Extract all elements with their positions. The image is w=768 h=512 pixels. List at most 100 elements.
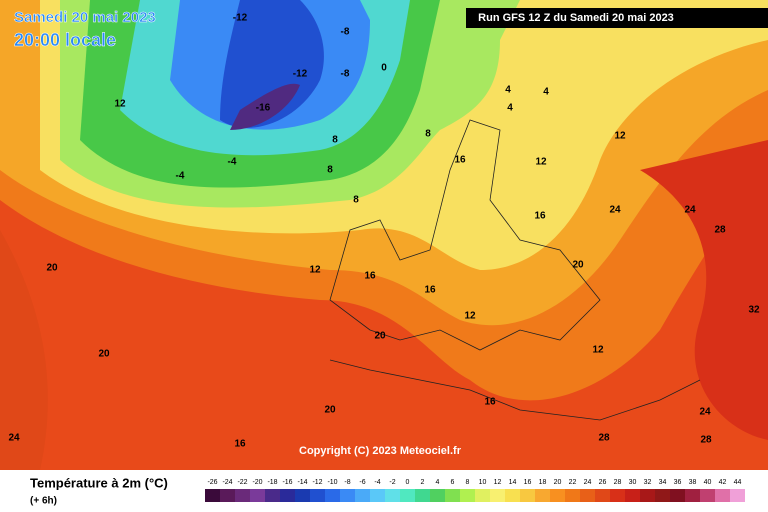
isotherm-label: -16 <box>256 103 271 114</box>
legend-tick-label: 10 <box>479 479 487 486</box>
isotherm-label: -8 <box>341 69 350 80</box>
legend-swatch <box>205 489 220 502</box>
isotherm-label: 8 <box>425 129 431 140</box>
legend-swatch <box>565 489 580 502</box>
legend-swatch <box>340 489 355 502</box>
isotherm-label: 16 <box>234 439 246 450</box>
isotherm-label: 4 <box>505 85 511 96</box>
legend-swatch <box>640 489 655 502</box>
isotherm-label: 12 <box>114 99 126 110</box>
legend-swatch <box>550 489 565 502</box>
legend-tick-label: -16 <box>282 479 292 486</box>
footer-title: Température à 2m (°C) <box>30 475 168 490</box>
legend-swatch <box>610 489 625 502</box>
isotherm-label: 32 <box>748 305 760 316</box>
legend-swatch <box>430 489 445 502</box>
isotherm-label: 4 <box>507 103 513 114</box>
isotherm-label: 0 <box>381 63 387 74</box>
isotherm-label: 24 <box>609 205 621 216</box>
isotherm-label: 16 <box>534 211 546 222</box>
isotherm-label: -4 <box>228 157 237 168</box>
isotherm-label: 28 <box>714 225 726 236</box>
region-hot <box>640 140 768 440</box>
legend-tick-label: 40 <box>704 479 712 486</box>
isotherm-label: 24 <box>8 433 20 444</box>
legend-tick-label: 0 <box>406 479 410 486</box>
legend-tick-label: -20 <box>252 479 262 486</box>
coastline <box>329 119 601 351</box>
legend-swatch <box>250 489 265 502</box>
date: Samedi 20 mai 2023 <box>14 9 156 26</box>
forecast-step: (+ 6h) <box>30 496 57 507</box>
region-west-hot <box>0 230 48 470</box>
isotherm-label: 16 <box>424 285 436 296</box>
legend-tick-label: 42 <box>719 479 727 486</box>
legend-swatch <box>520 489 535 502</box>
legend-tick-label: -12 <box>312 479 322 486</box>
isotherm-label: 4 <box>543 87 549 98</box>
isotherm-label: 24 <box>699 407 711 418</box>
isotherm-label: -12 <box>233 13 248 24</box>
legend-swatch <box>415 489 430 502</box>
legend-tick-label: 2 <box>421 479 425 486</box>
legend-swatch <box>280 489 295 502</box>
legend-tick-label: 44 <box>734 479 742 486</box>
legend-swatch <box>235 489 250 502</box>
region-very-cold <box>220 0 324 128</box>
legend-tick-label: 26 <box>599 479 607 486</box>
legend-tick-label: -2 <box>389 479 395 486</box>
legend-tick-label: -24 <box>222 479 232 486</box>
legend-tick-label: 16 <box>524 479 532 486</box>
legend-tick-label: 30 <box>629 479 637 486</box>
isotherm-label: 8 <box>332 135 338 146</box>
isotherm-label: -4 <box>176 171 185 182</box>
legend-tick-label: 4 <box>436 479 440 486</box>
legend-swatch <box>310 489 325 502</box>
isotherm-label: 12 <box>309 265 321 276</box>
isotherm-label: 24 <box>684 205 696 216</box>
isotherm-label: 8 <box>327 165 333 176</box>
legend-tick-label: -10 <box>327 479 337 486</box>
run-box <box>466 8 768 28</box>
legend-swatch <box>400 489 415 502</box>
legend-tick-label: 6 <box>451 479 455 486</box>
legend-swatch <box>535 489 550 502</box>
isotherm-label: 12 <box>535 157 547 168</box>
legend-tick-label: 18 <box>539 479 547 486</box>
isotherm-label: 12 <box>614 131 626 142</box>
isotherm-label: -12 <box>293 69 308 80</box>
legend-swatch <box>475 489 490 502</box>
legend-swatch <box>385 489 400 502</box>
legend-tick-label: 24 <box>584 479 592 486</box>
legend-swatch <box>700 489 715 502</box>
legend-tick-label: -8 <box>344 479 350 486</box>
coastline <box>329 359 701 421</box>
legend-tick-label: -6 <box>359 479 365 486</box>
legend-tick-label: -14 <box>297 479 307 486</box>
run-info: Run GFS 12 Z du Samedi 20 mai 2023 <box>478 12 674 24</box>
legend-swatch <box>355 489 370 502</box>
isotherm-label: 28 <box>700 435 712 446</box>
legend-tick-label: 20 <box>554 479 562 486</box>
legend-tick-label: 12 <box>494 479 502 486</box>
isotherm-label: 16 <box>454 155 466 166</box>
isotherm-label: 12 <box>592 345 604 356</box>
isotherm-label: 20 <box>324 405 336 416</box>
legend-swatch <box>670 489 685 502</box>
legend-swatch <box>295 489 310 502</box>
legend-tick-label: 14 <box>509 479 517 486</box>
legend-swatch <box>655 489 670 502</box>
legend-swatch <box>580 489 595 502</box>
isotherm-label: 28 <box>598 433 610 444</box>
isotherm-label: 16 <box>364 271 376 282</box>
isotherm-label: 20 <box>98 349 110 360</box>
local-time: 20:00 locale <box>14 30 116 50</box>
legend-swatch <box>445 489 460 502</box>
legend-tick-label: 32 <box>644 479 652 486</box>
legend-swatch <box>595 489 610 502</box>
legend-swatch <box>505 489 520 502</box>
legend-tick-label: -22 <box>237 479 247 486</box>
legend-swatch <box>715 489 730 502</box>
legend-tick-label: 38 <box>689 479 697 486</box>
legend-tick-label: -18 <box>267 479 277 486</box>
